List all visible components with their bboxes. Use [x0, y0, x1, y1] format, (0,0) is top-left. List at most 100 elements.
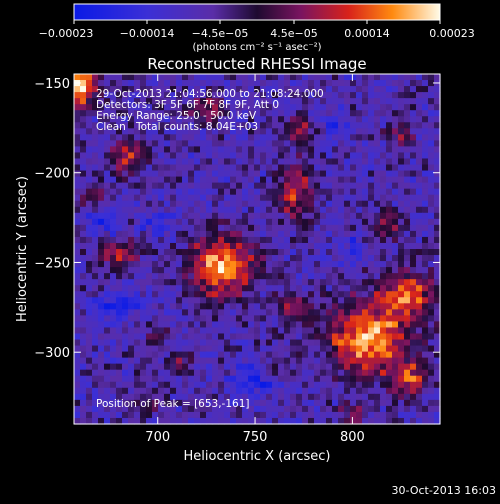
heatmap-cell [302, 327, 309, 335]
heatmap-cell [368, 116, 375, 123]
heatmap-cell [104, 158, 111, 166]
heatmap-cell [398, 176, 405, 184]
heatmap-cell [116, 333, 123, 341]
heatmap-cell [320, 279, 327, 286]
heatmap-cell [110, 206, 117, 214]
heatmap-cell [230, 182, 237, 190]
heatmap-cell [260, 140, 267, 148]
heatmap-cell [410, 224, 417, 232]
heatmap-cell [104, 291, 111, 298]
heatmap-cell [386, 363, 393, 371]
heatmap-cell [188, 134, 195, 141]
heatmap-cell [104, 110, 111, 117]
heatmap-cell [230, 261, 237, 268]
heatmap-cell [104, 212, 111, 220]
heatmap-cell [332, 297, 339, 304]
heatmap-cell [200, 224, 207, 232]
heatmap-cell [332, 236, 339, 244]
heatmap-cell [428, 110, 435, 117]
heatmap-cell [104, 267, 111, 274]
heatmap-cell [260, 242, 267, 250]
heatmap-cell [182, 393, 189, 401]
heatmap-cell [338, 297, 345, 304]
heatmap-cell [290, 381, 297, 389]
heatmap-cell [326, 405, 333, 413]
heatmap-cell [74, 218, 81, 226]
heatmap-cell [332, 255, 339, 262]
heatmap-cell [104, 74, 111, 81]
heatmap-cell [272, 375, 279, 383]
heatmap-cell [74, 206, 81, 214]
heatmap-cell [320, 351, 327, 359]
annotation-block: 29-Oct-2013 21:04:56.000 to 21:08:24.000… [96, 88, 324, 410]
heatmap-cell [362, 176, 369, 184]
heatmap-cell [230, 224, 237, 232]
heatmap-cell [290, 315, 297, 323]
heatmap-cell [80, 357, 87, 365]
heatmap-cell [194, 303, 201, 310]
heatmap-cell [86, 134, 93, 141]
heatmap-cell [302, 381, 309, 389]
heatmap-cell [254, 273, 261, 280]
heatmap-cell [164, 327, 171, 335]
heatmap-cell [428, 218, 435, 226]
heatmap-cell [266, 387, 273, 395]
heatmap-cell [344, 321, 351, 329]
heatmap-cell [398, 291, 405, 298]
heatmap-cell [104, 321, 111, 329]
heatmap-cell [302, 321, 309, 329]
heatmap-cell [266, 140, 273, 148]
heatmap-cell [320, 140, 327, 148]
heatmap-cell [248, 297, 255, 304]
heatmap-cell [398, 200, 405, 208]
heatmap-cell [152, 357, 159, 365]
heatmap-cell [224, 224, 231, 232]
heatmap-cell [230, 393, 237, 401]
heatmap-cell [116, 285, 123, 292]
heatmap-cell [206, 128, 213, 135]
heatmap-cell [254, 92, 261, 99]
heatmap-cell [266, 375, 273, 383]
heatmap-cell [248, 200, 255, 208]
heatmap-cell [272, 267, 279, 274]
heatmap-cell [98, 279, 105, 286]
heatmap-cell [416, 285, 423, 292]
heatmap-cell [386, 381, 393, 389]
heatmap-cell [182, 363, 189, 371]
heatmap-cell [380, 303, 387, 310]
heatmap-cell [200, 242, 207, 250]
heatmap-cell [332, 387, 339, 395]
heatmap-cell [116, 357, 123, 365]
heatmap-cell [230, 92, 237, 99]
heatmap-cell [266, 357, 273, 365]
heatmap-cell [398, 80, 405, 87]
heatmap-cell [278, 399, 285, 407]
heatmap-cell [290, 188, 297, 196]
heatmap-cell [224, 80, 231, 87]
heatmap-cell [110, 321, 117, 329]
heatmap-cell [122, 297, 129, 304]
heatmap-cell [290, 218, 297, 226]
heatmap-cell [80, 303, 87, 310]
heatmap-cell [374, 267, 381, 274]
heatmap-cell [182, 200, 189, 208]
heatmap-cell [188, 230, 195, 238]
heatmap-cell [134, 387, 141, 395]
heatmap-cell [86, 182, 93, 190]
heatmap-cell [86, 218, 93, 226]
heatmap-cell [188, 405, 195, 413]
heatmap-cell [320, 164, 327, 172]
heatmap-cell [314, 176, 321, 184]
heatmap-cell [302, 303, 309, 310]
heatmap-cell [200, 321, 207, 329]
heatmap-cell [128, 405, 135, 413]
heatmap-cell [182, 351, 189, 359]
heatmap-cell [170, 194, 177, 202]
heatmap-cell [398, 98, 405, 105]
heatmap-cell [200, 164, 207, 172]
heatmap-cell [368, 146, 375, 154]
heatmap-cell [416, 224, 423, 232]
heatmap-cell [380, 146, 387, 154]
heatmap-cell [296, 80, 303, 87]
heatmap-cell [242, 194, 249, 202]
